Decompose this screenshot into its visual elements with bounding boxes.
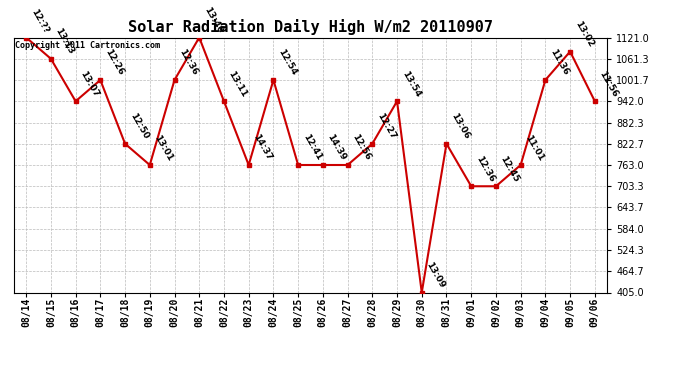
Text: 11:56: 11:56 xyxy=(598,69,620,99)
Text: 14:37: 14:37 xyxy=(251,133,274,162)
Text: 12:27: 12:27 xyxy=(375,111,397,141)
Text: 12:26: 12:26 xyxy=(103,48,125,77)
Text: 13:54: 13:54 xyxy=(400,69,422,99)
Text: 14:39: 14:39 xyxy=(326,133,348,162)
Text: 13:13: 13:13 xyxy=(54,27,76,56)
Text: 11:01: 11:01 xyxy=(524,133,546,162)
Text: 12:50: 12:50 xyxy=(128,112,150,141)
Text: 12:41: 12:41 xyxy=(301,133,323,162)
Text: 13:01: 13:01 xyxy=(152,133,175,162)
Text: 12:??: 12:?? xyxy=(29,7,50,35)
Text: 13:06: 13:06 xyxy=(449,112,471,141)
Text: 12:56: 12:56 xyxy=(351,133,373,162)
Text: 13:40: 13:40 xyxy=(202,5,224,35)
Text: 13:07: 13:07 xyxy=(79,69,101,99)
Text: 12:45: 12:45 xyxy=(499,154,521,183)
Text: 13:11: 13:11 xyxy=(227,69,249,99)
Text: 12:36: 12:36 xyxy=(474,154,496,183)
Text: 13:09: 13:09 xyxy=(424,260,446,290)
Text: 12:36: 12:36 xyxy=(177,48,199,77)
Text: 12:54: 12:54 xyxy=(276,48,298,77)
Text: 11:36: 11:36 xyxy=(548,48,570,77)
Text: Copyright 2011 Cartronics.com: Copyright 2011 Cartronics.com xyxy=(15,41,160,50)
Text: 13:02: 13:02 xyxy=(573,20,595,49)
Title: Solar Radiation Daily High W/m2 20110907: Solar Radiation Daily High W/m2 20110907 xyxy=(128,19,493,35)
